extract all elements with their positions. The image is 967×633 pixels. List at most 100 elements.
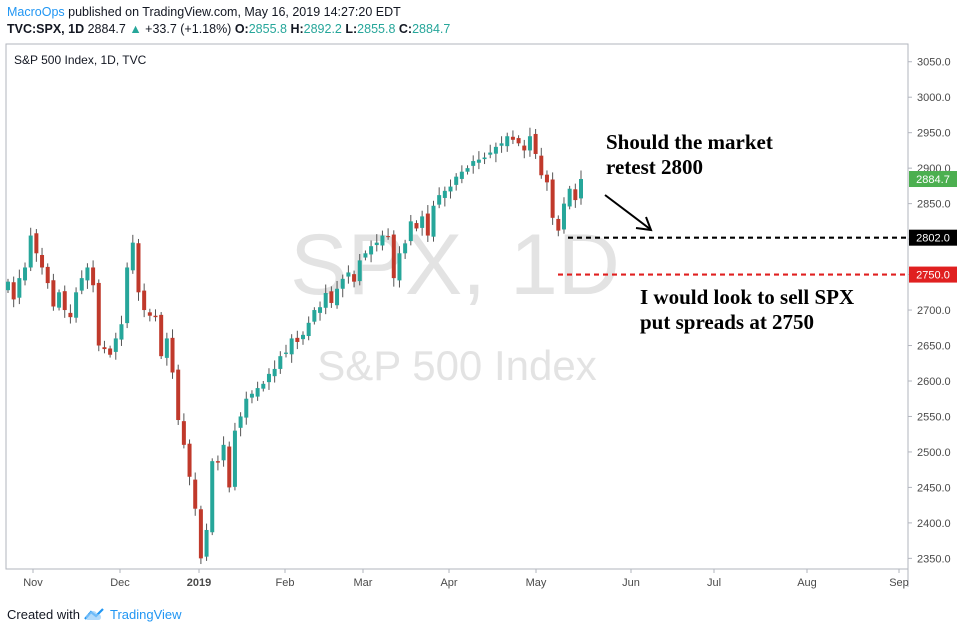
candle-body	[550, 179, 555, 218]
candle-body	[442, 190, 447, 198]
candle-body	[539, 155, 544, 176]
candle-body	[425, 213, 430, 236]
tradingview-link[interactable]: TradingView	[109, 607, 182, 622]
y-tick-label: 2850.0	[917, 199, 951, 211]
author-link[interactable]: MacroOps	[7, 5, 65, 19]
candle-body	[23, 267, 28, 281]
candle-body	[204, 529, 209, 557]
candle-body	[369, 246, 374, 255]
price-tags: 2884.7 2802.0 2750.0	[909, 171, 957, 283]
y-tick-label: 2400.0	[917, 518, 951, 530]
candle-body	[261, 383, 266, 389]
candle-body	[533, 133, 538, 154]
candle-body	[11, 282, 16, 300]
ohlc-line: TVC:SPX, 1D 2884.7 ▲ +33.7 (+1.18%) O:28…	[7, 22, 450, 36]
candle-body	[403, 243, 408, 254]
y-tick-label: 2950.0	[917, 128, 951, 140]
annotation-retest: Should the market retest 2800	[606, 130, 773, 179]
created-with-text: Created with	[7, 607, 80, 622]
candle-body	[221, 444, 226, 461]
candle-body	[505, 136, 510, 147]
x-tick-label: Jun	[622, 577, 640, 589]
candle-body	[159, 314, 164, 357]
candle-body	[283, 352, 288, 354]
x-tick-label: Jul	[707, 577, 721, 589]
candle-body	[34, 233, 39, 254]
open-label: O:	[234, 22, 249, 36]
x-tick-label: Feb	[276, 577, 295, 589]
candle-body	[85, 267, 90, 281]
x-tick-label: Mar	[354, 577, 373, 589]
candle-body	[57, 292, 62, 308]
candle-body	[516, 138, 521, 144]
candle-body	[17, 278, 22, 298]
candle-body	[153, 315, 158, 318]
candle-body	[493, 146, 498, 154]
x-tick-label: 2019	[187, 577, 211, 589]
candle-body	[249, 393, 254, 398]
candle-body	[346, 272, 351, 277]
time-axis: Nov Dec 2019 Feb Mar Apr May Jun Jul Aug Sep	[23, 569, 909, 589]
candle-body	[323, 293, 328, 308]
candle-body	[301, 334, 306, 340]
candle-body	[193, 479, 198, 509]
candle-body	[386, 236, 391, 238]
candle-body	[465, 168, 470, 172]
candle-body	[431, 205, 436, 237]
x-tick-label: Aug	[797, 577, 817, 589]
y-tick-label: 2650.0	[917, 341, 951, 353]
price-tag-red	[909, 266, 957, 283]
candle-body	[414, 223, 419, 229]
candle-body	[238, 416, 243, 428]
candle-body	[579, 179, 583, 199]
price-tag-label: 2802.0	[916, 233, 950, 245]
high-value: 2892.2	[303, 22, 342, 36]
candle-body	[482, 157, 487, 160]
candle-body	[6, 281, 10, 291]
candle-body	[62, 291, 67, 311]
candle-body	[357, 260, 362, 282]
candle-body	[437, 195, 442, 205]
candle-body	[40, 254, 45, 268]
watermark-symbol: SPX, 1D	[290, 217, 620, 313]
candle-body	[391, 234, 396, 279]
x-tick-label: May	[526, 577, 547, 589]
candle-body	[295, 337, 300, 342]
high-label: H:	[290, 22, 304, 36]
candle-body	[454, 176, 459, 185]
candle-body	[68, 312, 73, 318]
candle-body	[176, 369, 181, 421]
close-label: C:	[398, 22, 413, 36]
candle-body	[318, 307, 323, 313]
candle-body	[272, 368, 277, 377]
candle-body	[459, 171, 464, 179]
candle-body	[510, 136, 515, 140]
price-chart[interactable]: S&P 500 Index, 1D, TVC SPX, 1D S&P 500 I…	[0, 42, 967, 600]
published-text: published on TradingView.com, May 16, 20…	[64, 5, 401, 19]
candle-body	[340, 278, 345, 289]
candle-body	[289, 338, 294, 355]
levels	[558, 236, 908, 276]
candle-body	[113, 338, 118, 352]
published-line: MacroOps published on TradingView.com, M…	[7, 5, 401, 19]
last-price: 2884.7	[87, 22, 126, 36]
candle-body	[119, 324, 124, 340]
candle-body	[255, 388, 260, 397]
candle-body	[108, 348, 113, 355]
change-value: +33.7 (+1.18%)	[145, 22, 232, 36]
y-tick-label: 2600.0	[917, 376, 951, 388]
x-tick-label: Sep	[889, 577, 909, 589]
arrow-icon	[604, 194, 653, 232]
candle-body	[147, 312, 152, 316]
candle-body	[125, 267, 130, 324]
candle-body	[136, 243, 141, 293]
close-value: 2884.7	[412, 22, 451, 36]
annotation-retest-line2: retest 2800	[606, 155, 703, 179]
candles	[6, 127, 583, 565]
y-tick-label: 2450.0	[917, 482, 951, 494]
open-value: 2855.8	[248, 22, 287, 36]
candle-body	[244, 398, 249, 418]
candle-body	[91, 267, 96, 286]
low-value: 2855.8	[357, 22, 396, 36]
price-tag-label: 2750.0	[916, 270, 950, 282]
